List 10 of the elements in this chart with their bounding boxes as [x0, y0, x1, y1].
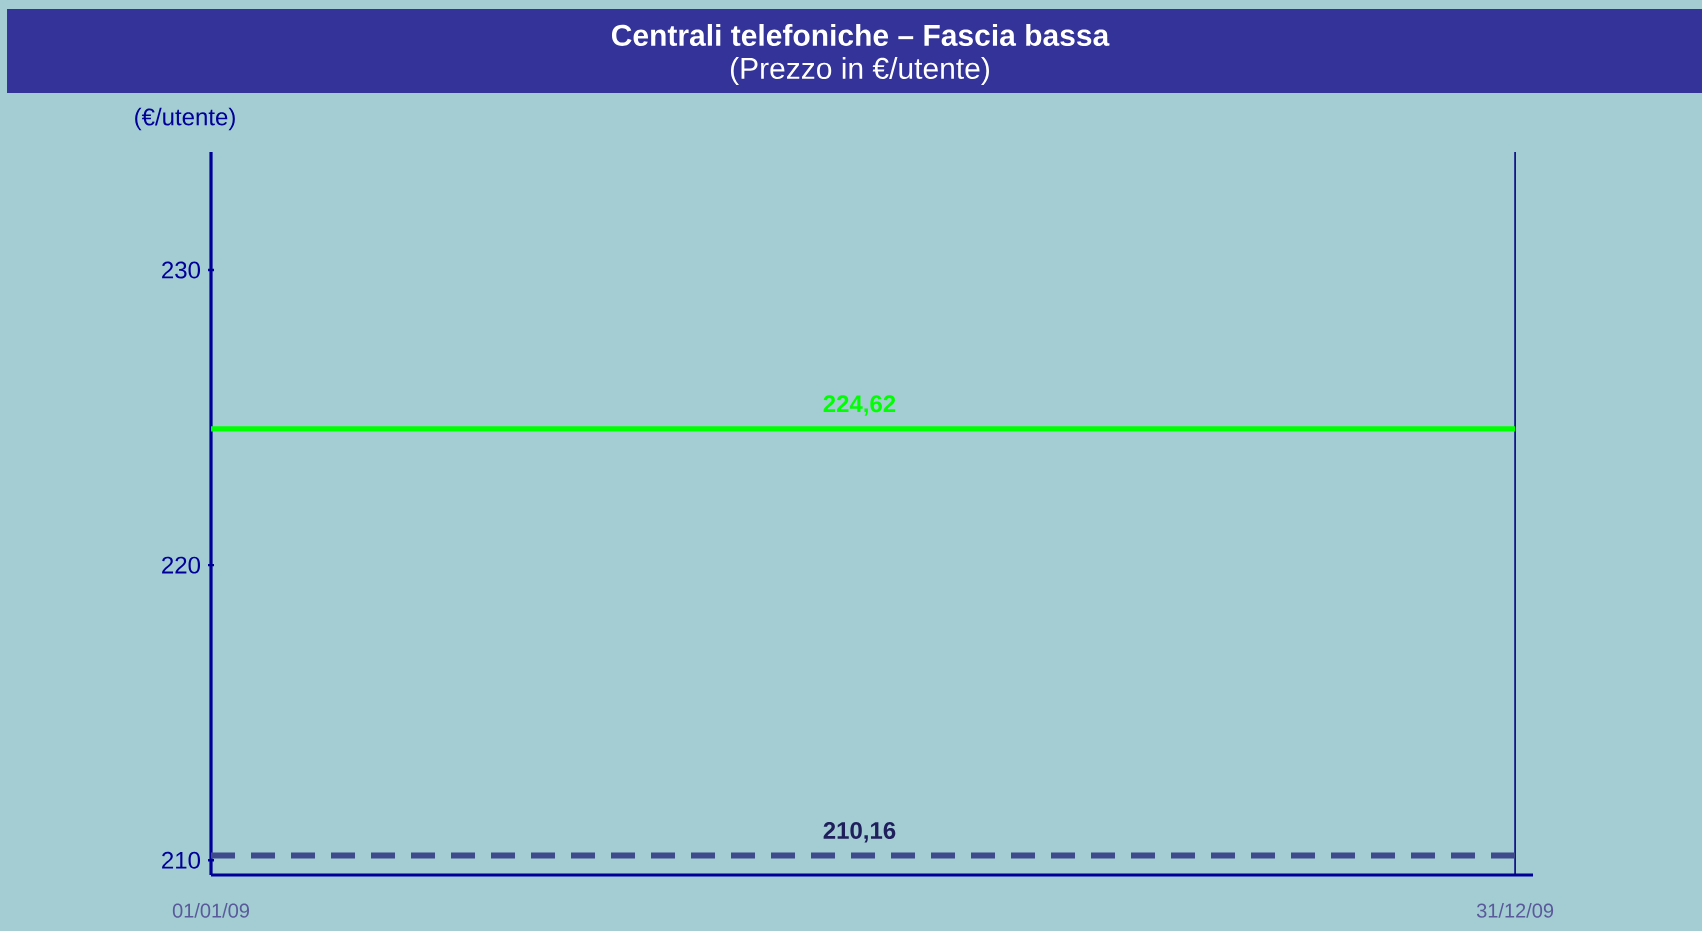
y-tick-label: 210	[162, 851, 201, 869]
x-tick-label: 01/01/09	[172, 903, 249, 918]
data-label: 224,62	[823, 395, 896, 416]
y-axis-title: (€/utente)	[135, 107, 235, 131]
chart-subtitle: (Prezzo in €/utente)	[730, 57, 989, 85]
x-tick-label: 31/12/09	[1476, 903, 1554, 918]
y-tick-label: 230	[162, 261, 201, 279]
chart-title: Centrali telefoniche – Fascia bassa	[611, 23, 1110, 46]
y-tick-label: 220	[162, 556, 201, 574]
data-label: 210,16	[823, 821, 896, 843]
